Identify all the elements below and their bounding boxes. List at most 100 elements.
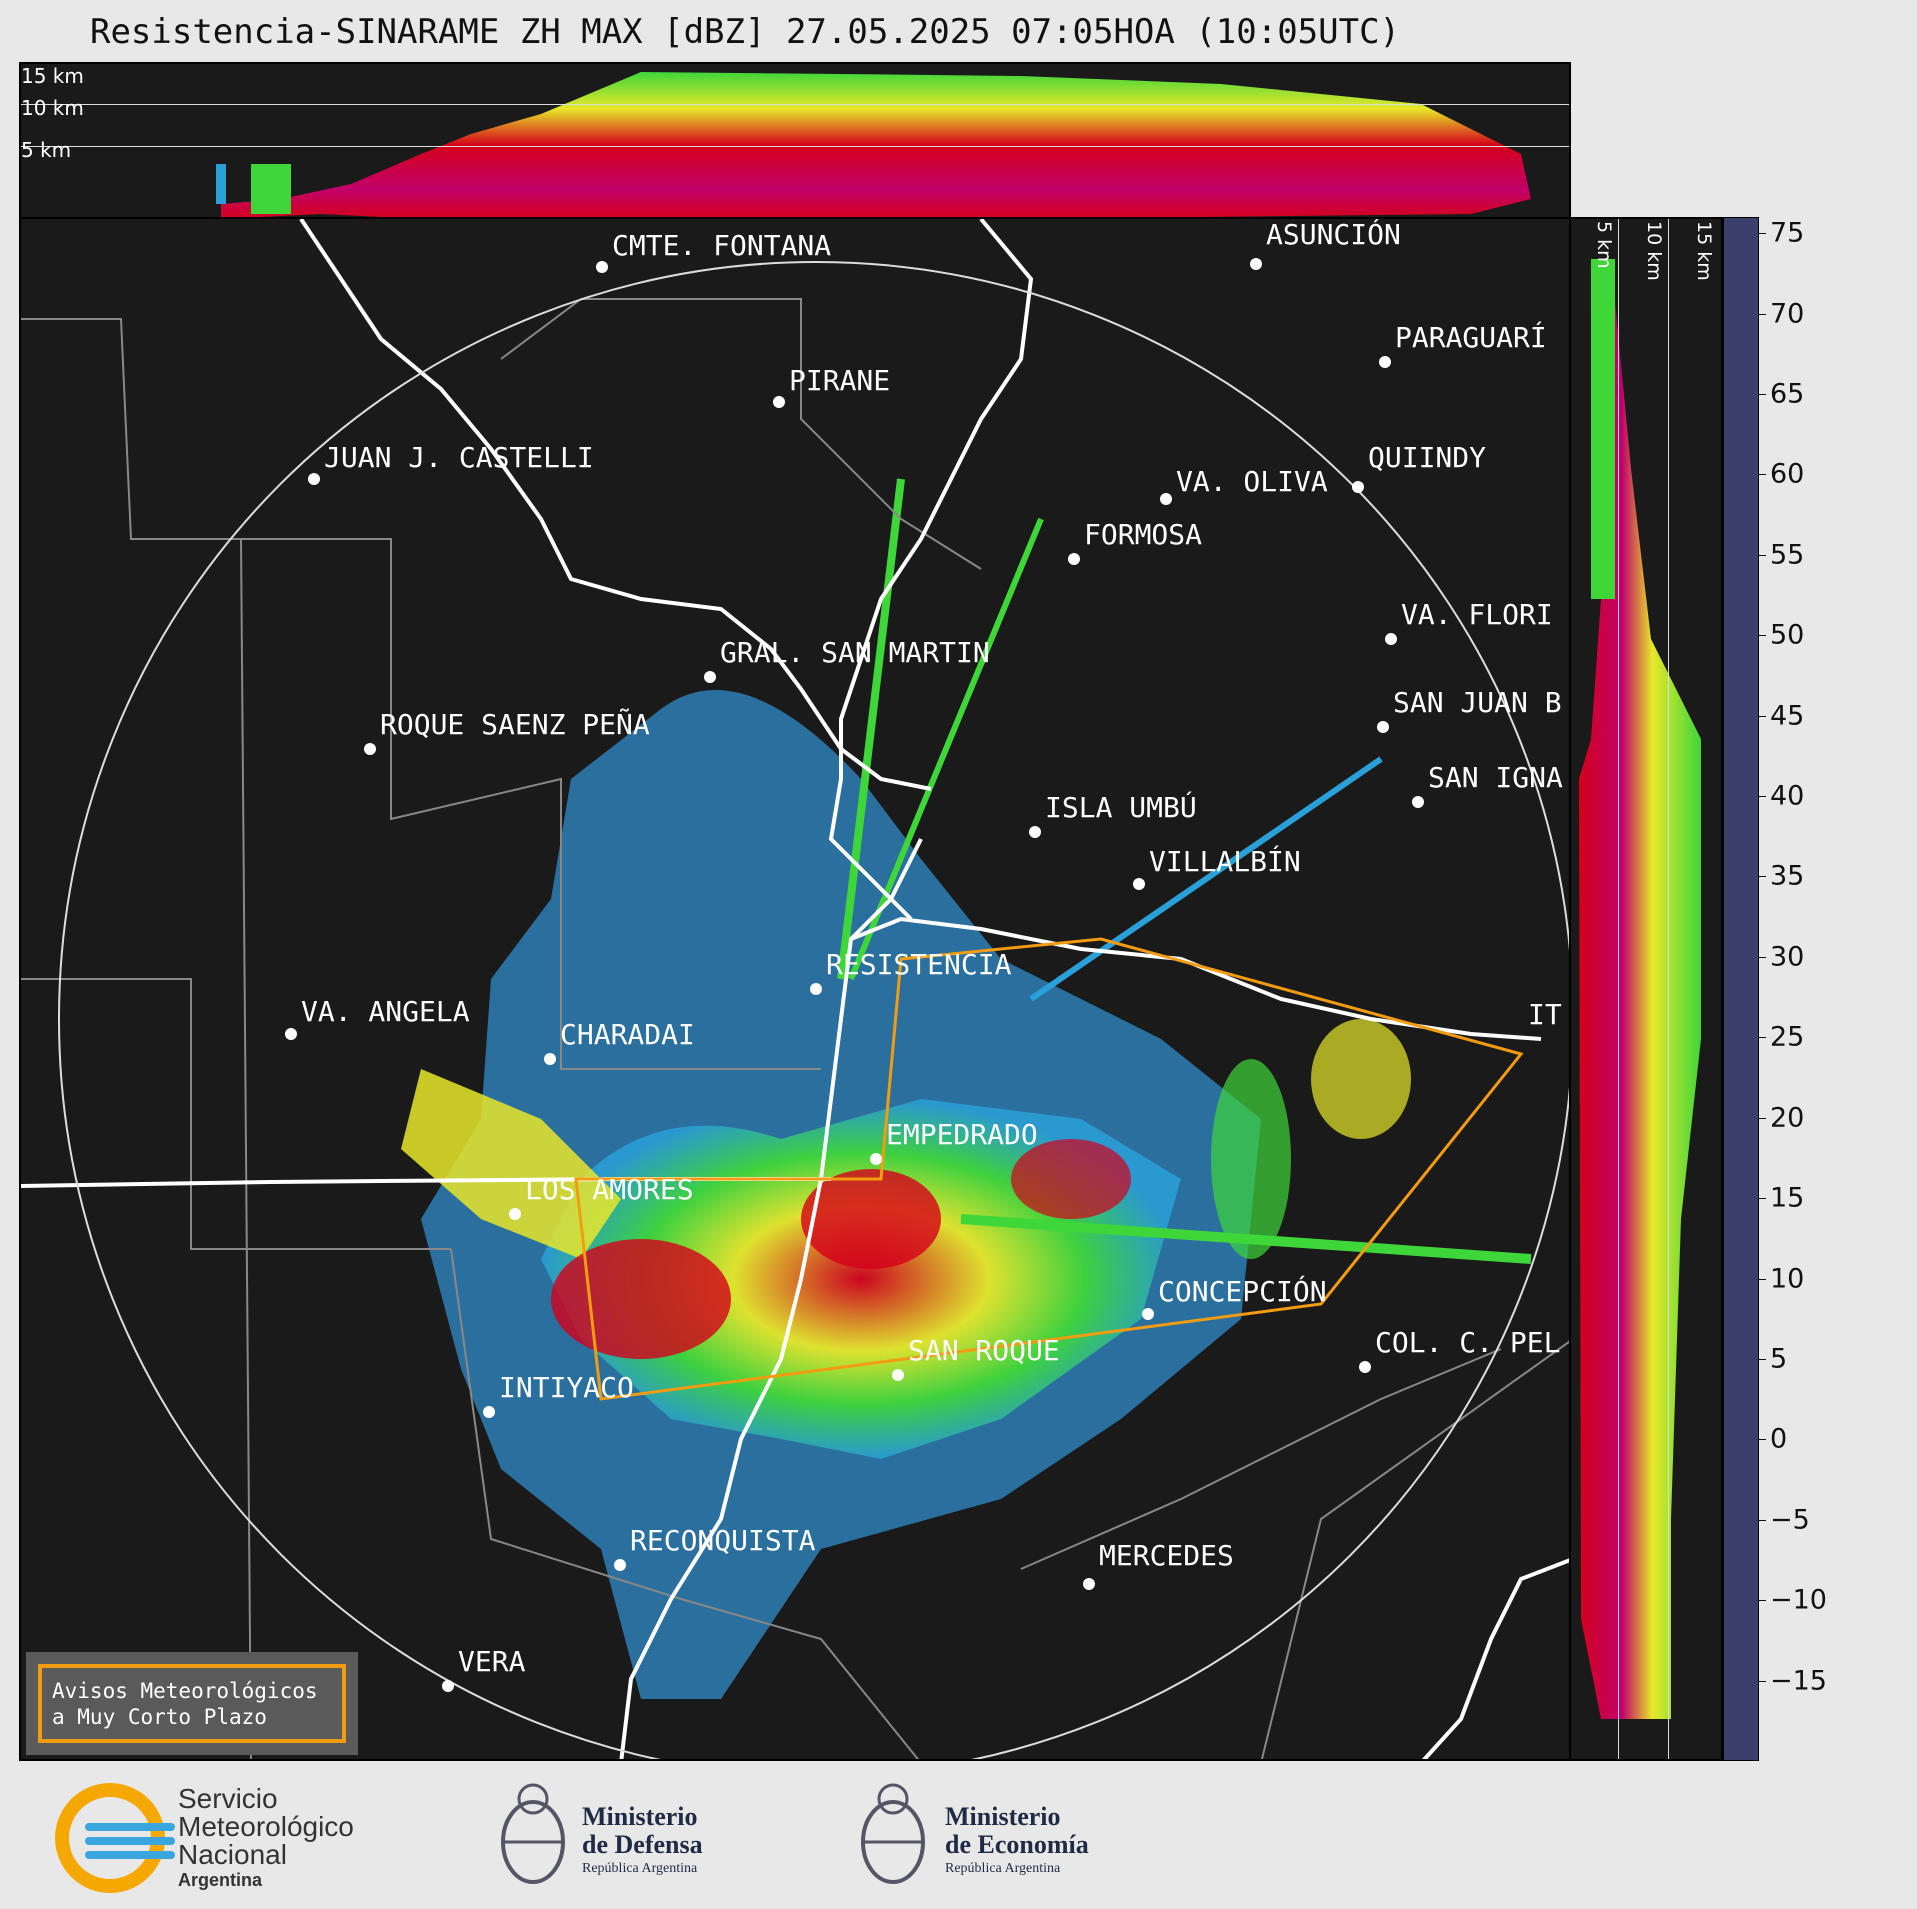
place-va-angela: VA. ANGELA	[301, 995, 470, 1028]
colorbar-tick-label: 40	[1770, 780, 1805, 812]
storm-band-west	[401, 1069, 621, 1259]
side-cross-section-echo	[1579, 259, 1701, 1719]
page-title: Resistencia-SINARAME ZH MAX [dBZ] 27.05.…	[89, 12, 1401, 52]
radar-spike	[848, 517, 1044, 981]
place-mercedes: MERCEDES	[1099, 1539, 1234, 1572]
legend-line-2: a Muy Corto Plazo	[52, 1705, 267, 1729]
place-vera: VERA	[458, 1645, 526, 1678]
place-gral-san-martin: GRAL. SAN MARTIN	[720, 636, 990, 669]
place-villalbin: VILLALBÍN	[1149, 844, 1301, 878]
colorbar-tick-mark	[1759, 1519, 1766, 1521]
colorbar-tick-label: 65	[1770, 378, 1805, 410]
colorbar-tick-mark	[1759, 796, 1766, 797]
colorbar-tick-label: 5	[1770, 1343, 1788, 1375]
place-formosa: FORMOSA	[1084, 518, 1202, 551]
place-san-igna: SAN IGNA	[1428, 761, 1563, 794]
defensa-logo-text: Ministerio de Defensa República Argentin…	[582, 1802, 703, 1877]
colorbar-tick-label: 60	[1770, 458, 1805, 490]
range-ring	[58, 261, 1569, 1759]
colorbar-tick-label: 20	[1770, 1102, 1805, 1134]
altitude-line-5km	[21, 146, 1569, 147]
side-altitude-line-5km	[1618, 219, 1619, 1759]
colorbar-tick-mark	[1759, 956, 1766, 958]
place-pirane: PIRANE	[789, 364, 890, 397]
colorbar-tick-mark	[1759, 1037, 1766, 1039]
colorbar-tick-label: 45	[1770, 700, 1805, 732]
colorbar-tick-label: 70	[1770, 298, 1805, 329]
smn-logo-text: Servicio Meteorológico Nacional Argentin…	[178, 1783, 354, 1891]
colorbar-tick-label: 10	[1770, 1263, 1805, 1294]
side-altitude-label-10km: 10 km	[1643, 221, 1665, 281]
rivers	[21, 219, 1569, 1759]
altitude-label-5km: 5 km	[21, 138, 72, 162]
storm-core	[1011, 1139, 1131, 1219]
colorbar-tick-mark	[1759, 233, 1766, 235]
place-isla-umbu: ISLA UMBÚ	[1045, 790, 1197, 824]
side-altitude-label-5km: 5 km	[1593, 221, 1615, 269]
place-asuncion: ASUNCIÓN	[1266, 219, 1401, 251]
colorbar-tick-mark	[1759, 1278, 1766, 1280]
place-san-roque: SAN ROQUE	[908, 1334, 1060, 1367]
smn-logo-icon	[55, 1783, 175, 1893]
colorbar-tick-label: 75	[1770, 217, 1805, 249]
side-cross-section-panel: 5 km 10 km 15 km	[1569, 217, 1723, 1761]
radar-map: CMTE. FONTANA PIRANE ASUNCIÓN PARAGUARÍ …	[19, 217, 1571, 1761]
top-cross-section-panel: 15 km 10 km 5 km	[19, 62, 1571, 219]
legend-line-1: Avisos Meteorológicos	[52, 1679, 318, 1703]
place-paraguari: PARAGUARÍ	[1395, 320, 1547, 354]
place-cmte-fontana: CMTE. FONTANA	[612, 229, 831, 262]
place-concepcion: CONCEPCIÓN	[1158, 1274, 1327, 1308]
colorbar-tick-mark	[1759, 876, 1766, 878]
radar-spike	[837, 478, 905, 980]
colorbar-tick-mark	[1759, 635, 1766, 637]
colorbar-tick-mark	[1759, 1439, 1766, 1441]
place-markers: CMTE. FONTANA PIRANE ASUNCIÓN PARAGUARÍ …	[285, 219, 1563, 1692]
altitude-label-15km: 15 km	[21, 64, 84, 88]
colorbar-tick-label: −5	[1770, 1504, 1810, 1536]
colorbar-tick-mark	[1759, 1600, 1766, 1602]
storm-core	[551, 1239, 731, 1359]
place-charadai: CHARADAI	[560, 1018, 695, 1051]
province-borders	[21, 298, 1569, 1759]
altitude-label-10km: 10 km	[21, 96, 84, 120]
place-it: IT	[1528, 998, 1562, 1031]
place-resistencia: RESISTENCIA	[826, 948, 1012, 981]
side-altitude-label-15km: 15 km	[1693, 221, 1715, 281]
colorbar-tick-label: 55	[1770, 539, 1805, 571]
colorbar-tick-mark	[1759, 1358, 1766, 1360]
warning-legend: Avisos Meteorológicos a Muy Corto Plazo	[26, 1652, 358, 1755]
colorbar-tick-mark	[1759, 715, 1766, 717]
colorbar-tick-label: 30	[1770, 941, 1805, 973]
place-juan-j-castelli: JUAN J. CASTELLI	[324, 441, 594, 474]
storm-core	[1311, 1019, 1411, 1139]
place-los-amores: LOS AMORES	[525, 1173, 694, 1206]
colorbar-tick-label: 0	[1770, 1423, 1788, 1455]
altitude-line-10km	[21, 104, 1569, 105]
place-va-oliva: VA. OLIVA	[1176, 465, 1328, 498]
colorbar-tick-mark	[1759, 554, 1766, 556]
colorbar-tick-label: −15	[1770, 1665, 1827, 1697]
colorbar-tick-mark	[1759, 313, 1766, 315]
place-col-c-pel: COL. C. PEL	[1375, 1326, 1560, 1359]
colorbar-tick-label: 50	[1770, 619, 1805, 651]
place-intiyaco: INTIYACO	[499, 1371, 634, 1404]
colorbar-tick-mark	[1759, 474, 1766, 476]
storm-band-east	[1211, 1059, 1291, 1259]
storm-core	[801, 1169, 941, 1269]
colorbar-tick-label: 25	[1770, 1021, 1805, 1053]
footer: Servicio Meteorológico Nacional Argentin…	[0, 1761, 1917, 1909]
colorbar-tick-mark	[1759, 1117, 1766, 1119]
colorbar-tick-mark	[1759, 393, 1766, 395]
warning-polygon	[574, 937, 1524, 1401]
place-reconquista: RECONQUISTA	[630, 1524, 816, 1557]
national-coat-of-arms-icon	[861, 1783, 925, 1884]
national-coat-of-arms-icon	[501, 1783, 565, 1884]
radar-spike	[1029, 756, 1383, 1002]
side-altitude-line-10km	[1668, 219, 1669, 1759]
colorbar-tick-mark	[1759, 1680, 1766, 1682]
colorbar-tick-label: 15	[1770, 1182, 1805, 1214]
place-san-juan-b: SAN JUAN B	[1393, 686, 1562, 719]
economia-logo-text: Ministerio de Economía República Argenti…	[945, 1802, 1089, 1877]
place-empedrado: EMPEDRADO	[886, 1118, 1038, 1151]
colorbar-tick-label: −10	[1770, 1584, 1827, 1616]
